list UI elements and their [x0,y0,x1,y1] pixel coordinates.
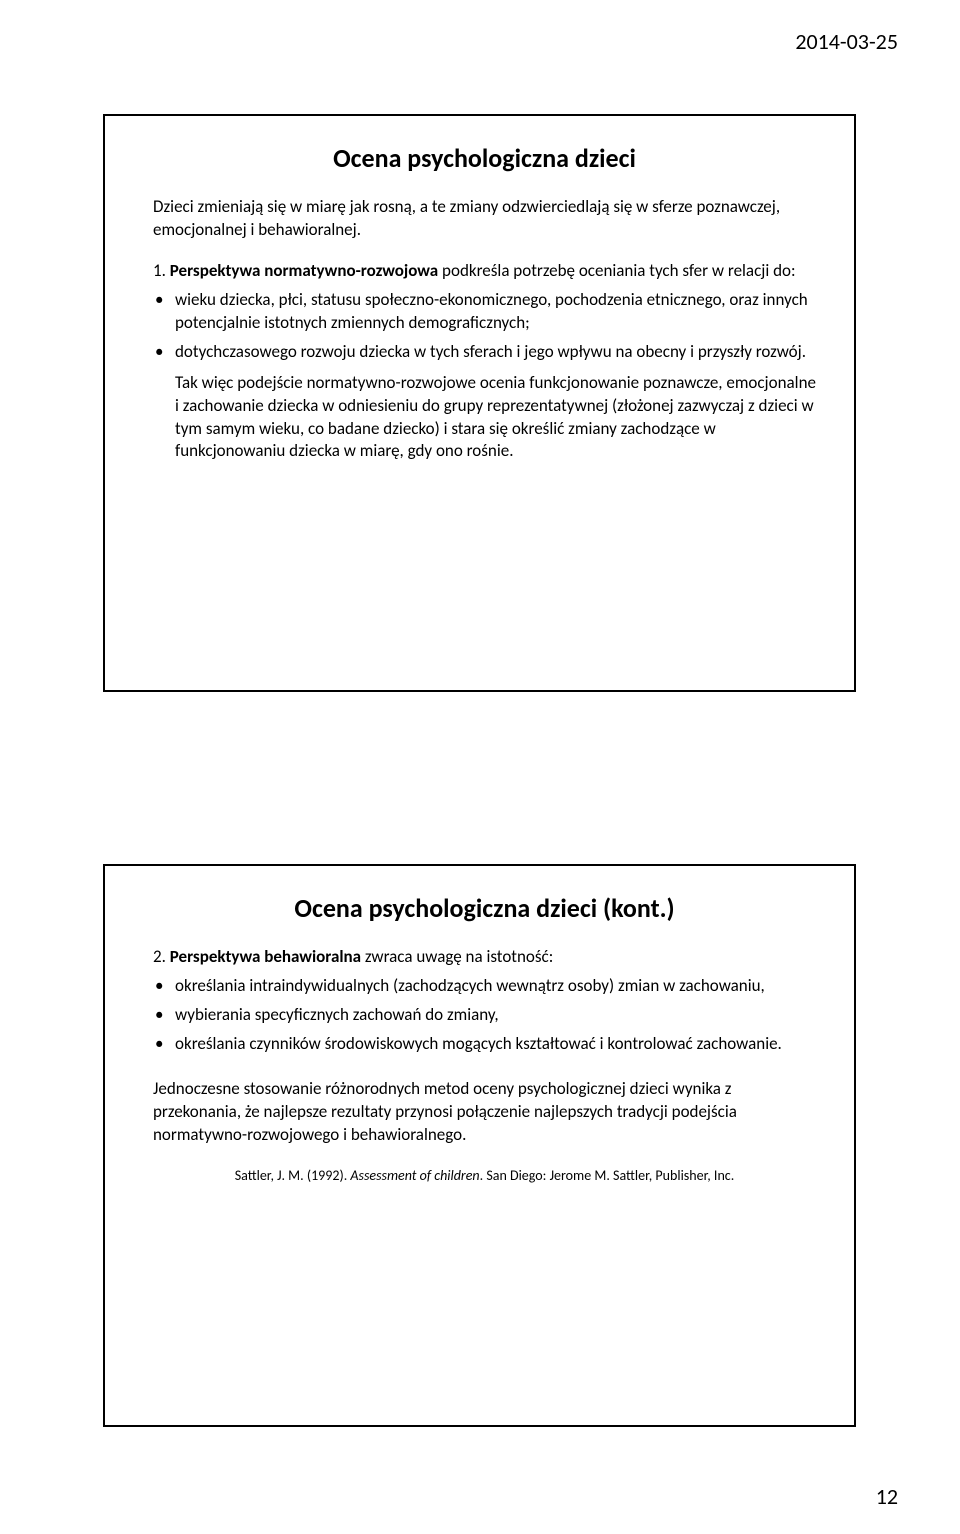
lead-number: 2. [153,946,166,967]
list-item: wybierania specyficznych zachowań do zmi… [153,1004,816,1027]
slide-1-title: Ocena psychologiczna dzieci [153,142,816,174]
citation-author: Sattler, J. M. (1992). [235,1167,351,1184]
slide-2-title: Ocena psychologiczna dzieci (kont.) [153,892,816,924]
list-item: określania intraindywidualnych (zachodzą… [153,975,816,998]
slide-2-para: Jednoczesne stosowanie różnorodnych meto… [153,1078,816,1147]
lead-rest: zwraca uwagę na istotność: [361,946,553,967]
list-item: wieku dziecka, płci, statusu społeczno-e… [153,289,816,335]
lead-bold: Perspektywa normatywno-rozwojowa [170,260,438,281]
slide-2-lead: 2. Perspektywa behawioralna zwraca uwagę… [153,946,816,969]
slide-1-bullets: wieku dziecka, płci, statusu społeczno-e… [153,289,816,364]
slide-1-lead: 1. Perspektywa normatywno-rozwojowa podk… [153,260,816,283]
list-item: dotychczasowego rozwoju dziecka w tych s… [153,341,816,364]
slide-1-body: Tak więc podejście normatywno-rozwojowe … [153,372,816,464]
slide-1: Ocena psychologiczna dzieci Dzieci zmien… [103,114,856,692]
lead-bold: Perspektywa behawioralna [170,946,361,967]
list-item: określania czynników środowiskowych mogą… [153,1033,816,1056]
slide-2-content: Ocena psychologiczna dzieci (kont.) 2. P… [105,866,854,1204]
page-number: 12 [876,1483,898,1510]
citation-rest: . San Diego: Jerome M. Sattler, Publishe… [480,1167,735,1184]
slide-2: Ocena psychologiczna dzieci (kont.) 2. P… [103,864,856,1427]
page-date: 2014-03-25 [795,28,898,55]
slide-1-intro: Dzieci zmieniają się w miarę jak rosną, … [153,196,816,242]
slide-1-content: Ocena psychologiczna dzieci Dzieci zmien… [105,116,854,483]
lead-number: 1. [153,260,166,281]
citation-title: Assessment of children [350,1167,479,1184]
lead-rest: podkreśla potrzebę oceniania tych sfer w… [438,260,795,281]
slide-2-bullets: określania intraindywidualnych (zachodzą… [153,975,816,1056]
citation: Sattler, J. M. (1992). Assessment of chi… [153,1167,816,1184]
